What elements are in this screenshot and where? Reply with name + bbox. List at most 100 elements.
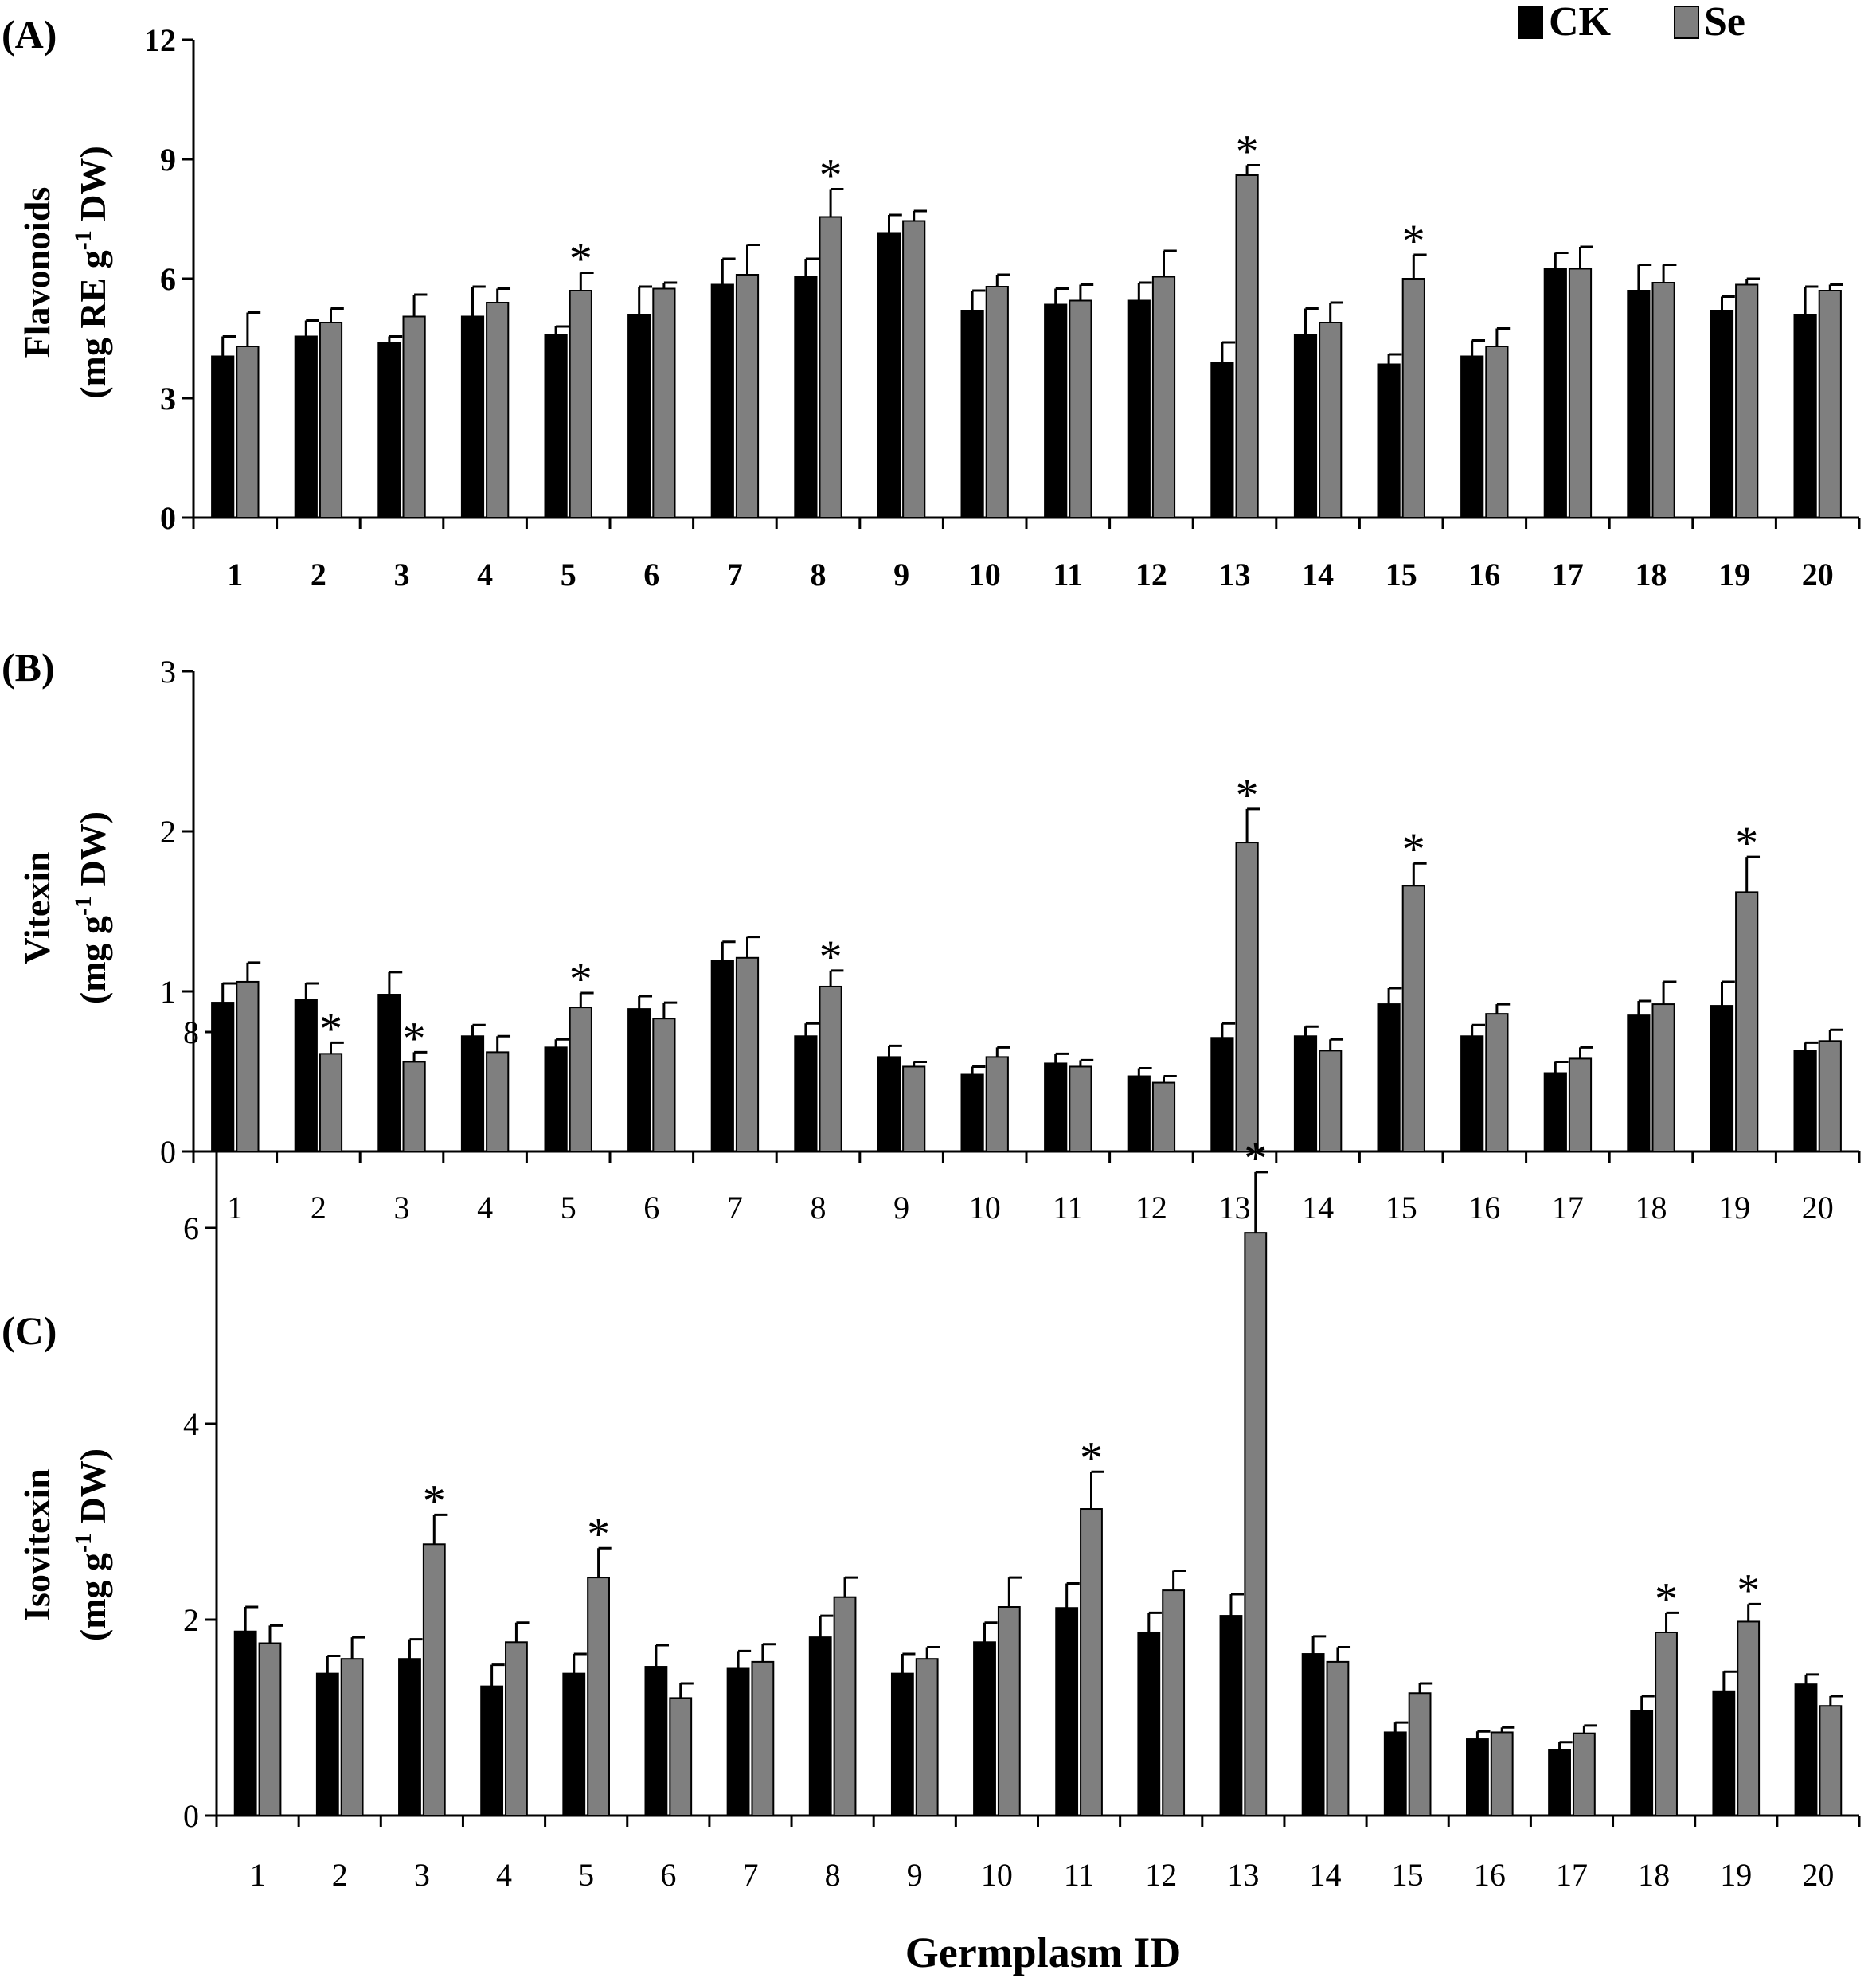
panel-a-ck-bar bbox=[294, 335, 318, 518]
panel-a-se-bar bbox=[319, 322, 343, 518]
panel-a-ylabel-prefix: (mg RE g bbox=[72, 250, 113, 399]
panel-c-ylabel-suffix: DW) bbox=[72, 1448, 113, 1533]
panel-b-ck-bar bbox=[544, 1046, 568, 1152]
panel-c-ck-bar bbox=[1630, 1710, 1654, 1816]
panel-c-x-tick-label: 8 bbox=[825, 1857, 841, 1893]
panel-b-ck-bar bbox=[1377, 1003, 1401, 1152]
panel-b-x-tick-label: 16 bbox=[1468, 1190, 1500, 1226]
panel-c-x-tick-label: 17 bbox=[1556, 1857, 1588, 1893]
panel-b-ck-bar bbox=[294, 999, 318, 1153]
panel-c-se-bar bbox=[1819, 1705, 1843, 1816]
panel-c-significance-star: * bbox=[1080, 1432, 1103, 1484]
panel-b-ck-bar bbox=[1543, 1072, 1567, 1153]
panel-c-se-bar bbox=[751, 1660, 775, 1816]
panel-a-x-tick-label: 16 bbox=[1468, 557, 1500, 592]
panel-b-ck-bar bbox=[1710, 1005, 1734, 1152]
panel-c-se-bar bbox=[340, 1658, 364, 1816]
panel-c-ck-bar bbox=[1301, 1653, 1325, 1817]
panel-c-x-tick-label: 12 bbox=[1145, 1857, 1177, 1893]
panel-a-se-bar bbox=[402, 315, 426, 518]
panel-a-significance-star: * bbox=[1402, 215, 1425, 267]
panel-c-se-bar bbox=[505, 1641, 528, 1817]
panel-c-y-tick-label: 4 bbox=[183, 1406, 199, 1442]
panel-a-ck-bar bbox=[960, 310, 984, 518]
panel-b-se-bar bbox=[1401, 885, 1425, 1152]
panel-c-x-tick-label: 18 bbox=[1638, 1857, 1670, 1893]
panel-a-se-bar bbox=[1485, 346, 1509, 518]
panel-a-se-bar bbox=[486, 302, 510, 518]
panel-b-ck-bar bbox=[1627, 1014, 1651, 1153]
panel-b-ck-bar bbox=[960, 1073, 984, 1153]
panel-c-significance-star: * bbox=[1244, 1132, 1267, 1184]
panel-c-ck-bar bbox=[398, 1658, 421, 1816]
panel-a-x-tick-label: 18 bbox=[1636, 557, 1667, 592]
panel-a-ck-bar bbox=[1543, 268, 1567, 518]
legend: CK Se bbox=[1518, 0, 1745, 45]
panel-c-x-tick-label: 13 bbox=[1227, 1857, 1259, 1893]
panel-c-ylabel-line2: (mg g-1 DW) bbox=[70, 1448, 113, 1641]
panel-b-x-tick-label: 13 bbox=[1219, 1190, 1251, 1226]
panel-b-ck-bar bbox=[710, 960, 734, 1153]
panel-a-x-tick-label: 20 bbox=[1802, 557, 1834, 592]
legend-ck-swatch bbox=[1518, 6, 1543, 39]
panel-c-se-bar bbox=[1326, 1660, 1350, 1816]
panel-a-y-tick-label: 6 bbox=[160, 261, 176, 297]
panel-b-se-bar bbox=[735, 956, 760, 1153]
panel-b-ck-bar bbox=[1210, 1037, 1234, 1153]
panel-a-x-tick-label: 14 bbox=[1302, 557, 1334, 592]
panel-c-x-tick-label: 5 bbox=[578, 1857, 594, 1893]
panel-b-significance-star: * bbox=[819, 931, 842, 983]
panel-a-ck-bar bbox=[1793, 314, 1817, 518]
panel-a-ck-bar bbox=[1627, 290, 1651, 518]
panel-b-x-tick-label: 1 bbox=[227, 1190, 243, 1226]
panel-a-y-tick-label: 0 bbox=[160, 500, 176, 536]
legend-se-swatch bbox=[1674, 6, 1699, 39]
panel-c-ck-bar bbox=[644, 1666, 668, 1817]
panel-a-letter: (A) bbox=[2, 12, 57, 57]
panel-a-ck-bar bbox=[710, 283, 734, 518]
panel-c-x-tick-label: 16 bbox=[1474, 1857, 1506, 1893]
panel-a-ylabel-line1: Flavonoids bbox=[17, 187, 57, 358]
panel-b-ck-bar bbox=[1460, 1035, 1484, 1153]
panel-c-ck-bar bbox=[315, 1672, 339, 1816]
panel-c-se-bar bbox=[1572, 1732, 1596, 1816]
panel-c-x-tick-label: 14 bbox=[1310, 1857, 1342, 1893]
panel-a-x-tick-label: 13 bbox=[1219, 557, 1251, 592]
panel-b-se-bar bbox=[1485, 1013, 1509, 1153]
panel-b-se-bar bbox=[652, 1018, 676, 1153]
panel-a-ck-bar bbox=[1293, 334, 1318, 518]
panel-c-ck-bar bbox=[973, 1641, 996, 1817]
panel-a-ck-bar bbox=[460, 315, 485, 518]
panel-b-significance-star: * bbox=[1236, 769, 1259, 821]
legend-se-label: Se bbox=[1704, 0, 1745, 45]
panel-a-ylabel-sup: -1 bbox=[70, 230, 96, 250]
panel-c-se-bar bbox=[1408, 1692, 1432, 1816]
panel-a-se-bar bbox=[819, 216, 842, 518]
panel-c-significance-star: * bbox=[1655, 1573, 1678, 1624]
panel-b-x-tick-label: 14 bbox=[1302, 1190, 1334, 1226]
panel-b-se-bar bbox=[402, 1061, 426, 1152]
panel-b-ck-bar bbox=[1293, 1035, 1318, 1153]
panel-c-ck-bar bbox=[726, 1667, 750, 1816]
panel-b-x-tick-label: 17 bbox=[1552, 1190, 1584, 1226]
panel-b-x-tick-label: 18 bbox=[1636, 1190, 1667, 1226]
panel-c-ck-bar bbox=[562, 1672, 586, 1816]
panel-c-ck-bar bbox=[1383, 1731, 1407, 1816]
panel-c-ck-bar bbox=[1137, 1631, 1161, 1816]
panel-b-se-bar bbox=[1735, 891, 1759, 1152]
panel-c-y-tick-label: 6 bbox=[183, 1210, 199, 1246]
panel-a-x-tick-label: 2 bbox=[311, 557, 326, 592]
panel-a-ck-bar bbox=[1710, 310, 1734, 518]
panel-a-x-tick-label: 9 bbox=[893, 557, 909, 592]
panel-c-ck-bar bbox=[1466, 1738, 1489, 1817]
panel-b-ylabel-line2: (mg g-1 DW) bbox=[70, 811, 113, 1004]
panel-a-ylabel-suffix: DW) bbox=[72, 146, 113, 230]
panel-a-se-bar bbox=[1818, 290, 1842, 518]
panel-c-x-tick-label: 9 bbox=[907, 1857, 923, 1893]
panel-c-se-bar bbox=[1737, 1620, 1761, 1816]
panel-c-significance-star: * bbox=[423, 1475, 446, 1527]
panel-b-x-tick-label: 15 bbox=[1386, 1190, 1417, 1226]
panel-a-se-bar bbox=[1735, 283, 1759, 518]
